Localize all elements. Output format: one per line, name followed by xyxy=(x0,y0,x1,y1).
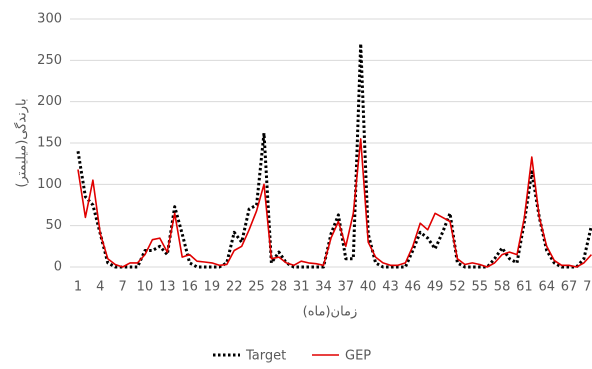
x-tick-label: 46 xyxy=(405,280,422,295)
x-tick-label: 22 xyxy=(226,280,243,295)
y-tick-label: 50 xyxy=(45,218,62,233)
x-tick-label: 19 xyxy=(204,280,221,295)
legend-item: GEP xyxy=(312,349,371,364)
x-tick-label: 1 xyxy=(74,280,82,295)
x-tick-label: 70 xyxy=(583,280,592,295)
x-tick-label: 13 xyxy=(159,280,176,295)
x-tick-label: 10 xyxy=(137,280,154,295)
x-tick-label: 25 xyxy=(248,280,265,295)
x-tick-label: 58 xyxy=(494,280,511,295)
x-tick-label: 31 xyxy=(293,280,310,295)
x-tick-label: 16 xyxy=(181,280,198,295)
y-tick-label: 0 xyxy=(54,260,62,275)
y-tick-label: 300 xyxy=(37,12,62,27)
x-tick-label: 4 xyxy=(96,280,104,295)
x-tick-label: 61 xyxy=(516,280,533,295)
x-axis-label: زمان(ماه) xyxy=(303,305,358,320)
y-tick-label: 150 xyxy=(37,136,62,151)
x-tick-label: 64 xyxy=(538,280,555,295)
legend-item: Target xyxy=(213,349,286,364)
series-line xyxy=(77,138,592,268)
x-tick-label: 40 xyxy=(360,280,377,295)
legend-label: GEP xyxy=(345,349,371,364)
y-tick-label: 100 xyxy=(37,177,62,192)
y-tick-label: 250 xyxy=(37,53,62,68)
y-tick-label: 200 xyxy=(37,94,62,109)
x-tick-label: 37 xyxy=(338,280,355,295)
x-tick-label: 34 xyxy=(315,280,332,295)
series-line xyxy=(76,42,592,269)
legend-label: Target xyxy=(245,349,286,364)
x-tick-label: 52 xyxy=(449,280,466,295)
x-tick-label: 49 xyxy=(427,280,444,295)
y-axis-label: بارندگی(میلیمتر) xyxy=(14,98,30,187)
x-tick-label: 55 xyxy=(471,280,488,295)
x-tick-label: 67 xyxy=(561,280,578,295)
x-tick-label: 7 xyxy=(118,280,126,295)
x-tick-label: 28 xyxy=(271,280,288,295)
x-tick-label: 43 xyxy=(382,280,399,295)
